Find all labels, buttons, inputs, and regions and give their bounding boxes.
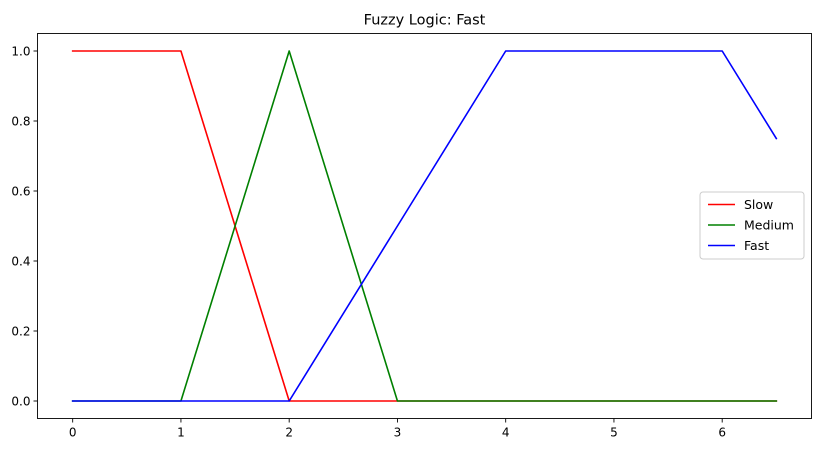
chart-title: Fuzzy Logic: Fast <box>364 13 486 29</box>
legend-box <box>699 191 805 260</box>
axes-layer: 0 1 2 3 4 5 6 0.0 0.2 0.4 0.6 0.8 1.0 <box>11 33 812 440</box>
axes-frame <box>37 33 812 419</box>
y-tick-label: 0.4 <box>11 254 30 268</box>
x-tick-label: 2 <box>285 426 293 440</box>
x-tick-label: 4 <box>502 426 510 440</box>
legend-label-fast: Fast <box>744 238 769 253</box>
plot-area <box>37 33 812 419</box>
y-tick-label: 0.6 <box>11 184 30 198</box>
series-line-medium <box>71 50 778 402</box>
legend-label-medium: Medium <box>744 218 794 233</box>
series-layer <box>71 50 778 402</box>
x-tick-label: 5 <box>610 426 618 440</box>
y-tick-label: 0.0 <box>11 394 30 408</box>
x-tick-label: 1 <box>177 426 185 440</box>
y-tick-label: 1.0 <box>11 44 30 58</box>
x-tick-label: 6 <box>718 426 726 440</box>
legend-label-slow: Slow <box>744 197 773 212</box>
legend: Slow Medium Fast <box>699 191 805 260</box>
plot-background <box>37 33 812 419</box>
series-line-fast <box>71 50 778 402</box>
y-tick-label: 0.2 <box>11 324 30 338</box>
x-tick-label: 3 <box>394 426 402 440</box>
x-tick-label: 0 <box>69 426 77 440</box>
y-tick-label: 0.8 <box>11 114 30 128</box>
